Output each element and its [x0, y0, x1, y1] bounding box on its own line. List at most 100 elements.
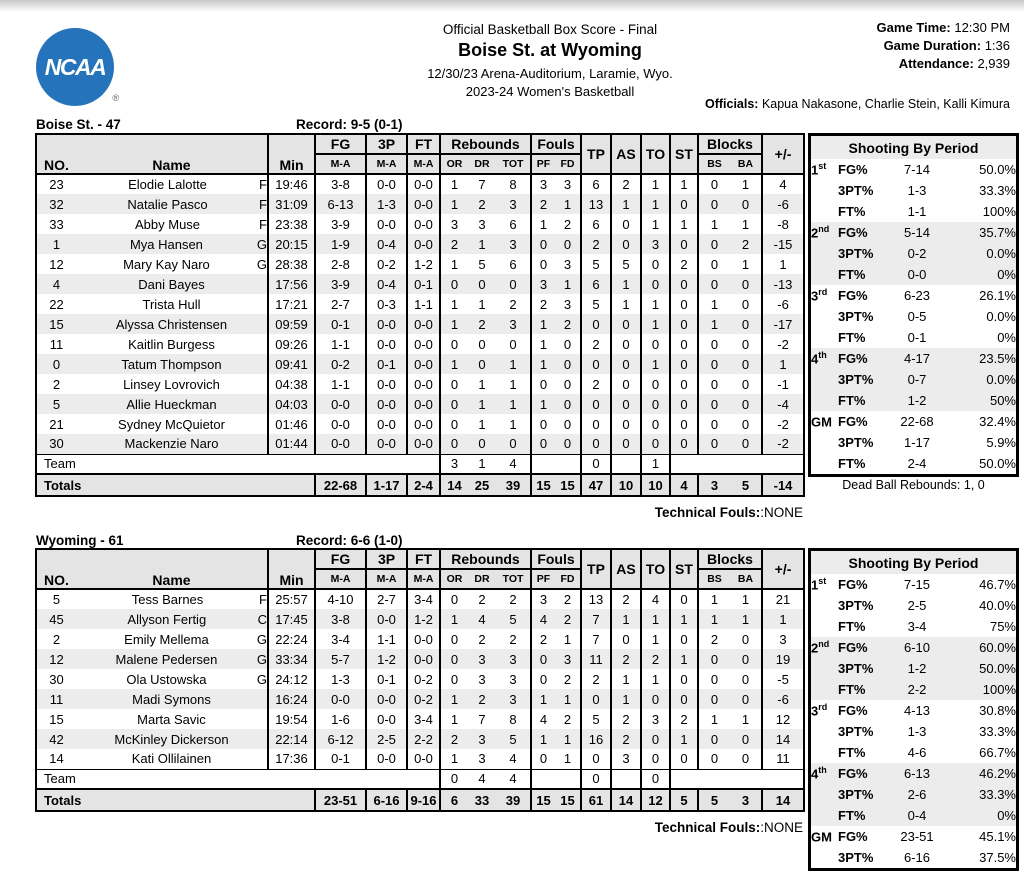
cell-as: 1: [610, 669, 641, 689]
cell-plusminus: 3: [761, 629, 805, 649]
cell-st: 0: [669, 234, 698, 254]
shooting-row: FT% 0-1 0%: [811, 327, 1016, 348]
cell-ft: 0-0: [406, 174, 440, 194]
totals-tot: 39: [496, 473, 531, 496]
period-label: 1st: [811, 161, 827, 178]
subheader-or: OR: [439, 569, 468, 590]
made-attempted: 0-5: [907, 309, 927, 324]
totals-as: 14: [610, 788, 641, 811]
cell-to: 3: [640, 709, 670, 729]
cell-number: 14: [49, 751, 64, 767]
cell-name: Marta Savic: [76, 709, 268, 729]
cell-or: 1: [439, 709, 468, 729]
period-label: [811, 180, 838, 201]
col-header-to: TO: [640, 549, 670, 590]
col-header-min: Min: [267, 134, 315, 175]
cell-st: 0: [669, 194, 698, 214]
shooting-row: 3PT% 2-5 40.0%: [811, 595, 1016, 616]
cell-ft: 0-0: [406, 214, 440, 234]
percentage: 30.8%: [979, 703, 1016, 718]
stat-label: FG%: [838, 162, 868, 177]
made-attempted: 1-3: [907, 724, 927, 739]
cell-bs: 0: [697, 194, 730, 214]
player-name: Sydney McQuietor: [118, 416, 225, 432]
totals-to: 12: [640, 788, 670, 811]
cell-or: 0: [439, 394, 468, 414]
stat-label: FG%: [838, 829, 868, 844]
cell-3p: 0-3: [365, 294, 407, 314]
cell-pf: 1: [530, 394, 555, 414]
shooting-row: FT% 4-6 66.7%: [811, 742, 1016, 763]
cell-as: 0: [610, 629, 641, 649]
made-attempted: 1-3: [907, 183, 927, 198]
cell-fg: 0-2: [314, 354, 366, 374]
boise-box-score-table: NO. Name Min FG 3P FT Rebounds Fouls TP …: [35, 133, 806, 497]
percentage: 33.3%: [979, 787, 1016, 802]
cell-plusminus: -2: [761, 334, 805, 354]
col-header-3p: 3P: [365, 549, 407, 570]
boise-totals-row: Totals 22-68 1-17 2-4 14 25 39 15 15 47 …: [36, 473, 805, 496]
cell-ba: 0: [741, 336, 750, 352]
cell-ba: 0: [741, 671, 750, 687]
cell-tp: 7: [580, 609, 611, 629]
cell-pf: 1: [530, 729, 555, 749]
boise-shooting-panel: Shooting By Period 1st FG% 7-14 50.0% 3P…: [808, 133, 1019, 477]
subheader-dr: DR: [468, 154, 496, 175]
period-label: [811, 595, 838, 616]
cell-fg: 0-0: [314, 689, 366, 709]
made-attempted: 2-5: [907, 598, 927, 613]
cell-ft: 3-4: [406, 589, 440, 609]
subheader-3p-ma: M-A: [365, 569, 407, 590]
cell-st: 0: [669, 669, 698, 689]
period-label: [811, 327, 838, 348]
percentage: 0%: [997, 808, 1016, 823]
cell-plusminus: 1: [761, 609, 805, 629]
cell-tot: 3: [509, 196, 517, 212]
cell-dr: 0: [478, 276, 486, 292]
cell-ft: 2-2: [406, 729, 440, 749]
cell-bs: 1: [697, 709, 730, 729]
cell-or: 1: [439, 254, 468, 274]
shooting-row: 4th FG% 4-17 23.5%: [811, 348, 1016, 369]
period-label: 4th: [811, 765, 827, 782]
percentage: 0.0%: [986, 372, 1016, 387]
cell-tot: 1: [509, 396, 517, 412]
cell-or: 0: [439, 434, 468, 454]
col-header-fg: FG: [314, 134, 366, 155]
stat-label: 3PT%: [838, 309, 874, 324]
cell-fd: 3: [563, 256, 572, 272]
cell-to: 0: [640, 334, 670, 354]
cell-ba: 0: [741, 356, 750, 372]
wyoming-totals-row: Totals 23-51 6-16 9-16 6 33 39 15 15 61 …: [36, 788, 805, 811]
col-header-3p: 3P: [365, 134, 407, 155]
made-attempted: 22-68: [900, 414, 934, 429]
team-rest-empty: [668, 768, 805, 789]
cell-dr: 3: [478, 216, 486, 232]
wyoming-box-score-table: NO. Name Min FG 3P FT Rebounds Fouls TP …: [35, 548, 806, 812]
percentage: 50%: [989, 393, 1016, 408]
totals-ba: 5: [730, 473, 763, 496]
cell-fd: 1: [563, 276, 572, 292]
cell-as: 0: [610, 354, 641, 374]
cell-tp: 0: [580, 749, 611, 769]
cell-fg: 1-1: [314, 334, 366, 354]
cell-plusminus: -2: [761, 434, 805, 454]
totals-tp: 61: [580, 788, 611, 811]
cell-ba: 0: [741, 276, 750, 292]
cell-st: 0: [669, 354, 698, 374]
totals-ba: 3: [730, 788, 763, 811]
cell-ft: 0-0: [406, 414, 440, 434]
cell-ba: 1: [741, 711, 750, 727]
cell-ba: 1: [741, 256, 750, 272]
cell-pf: 3: [530, 174, 555, 194]
team-tot: 4: [496, 768, 531, 789]
cell-st: 0: [669, 434, 698, 454]
cell-3p: 0-0: [365, 709, 407, 729]
player-name: Alyssa Christensen: [115, 316, 228, 332]
cell-fg: 5-7: [314, 649, 366, 669]
boise-team-name-score: Boise St. - 47: [36, 117, 121, 132]
cell-as: 0: [610, 314, 641, 334]
cell-tot: 1: [509, 416, 517, 432]
cell-min: 25:57: [267, 589, 315, 609]
wyoming-shooting-rows: 1st FG% 7-15 46.7% 3PT% 2-5 40.0% FT% 3-…: [811, 574, 1016, 868]
